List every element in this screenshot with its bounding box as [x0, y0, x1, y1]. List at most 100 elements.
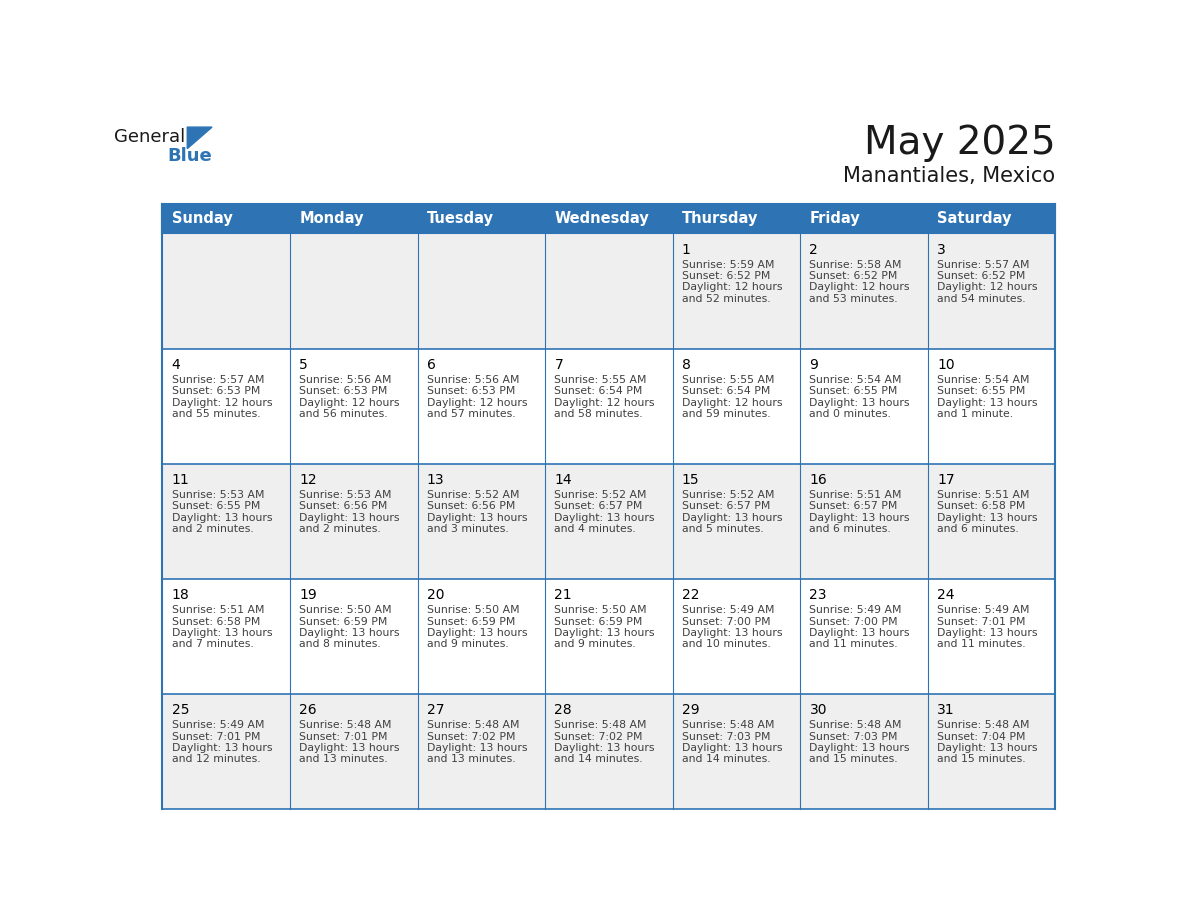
- Text: 10: 10: [937, 358, 955, 372]
- Text: Daylight: 13 hours: Daylight: 13 hours: [937, 397, 1037, 408]
- Text: Sunrise: 5:55 AM: Sunrise: 5:55 AM: [555, 375, 647, 385]
- Text: 14: 14: [555, 473, 571, 487]
- Bar: [163, 204, 1055, 233]
- Text: Sunset: 7:02 PM: Sunset: 7:02 PM: [426, 732, 516, 742]
- Text: Sunrise: 5:56 AM: Sunrise: 5:56 AM: [426, 375, 519, 385]
- Text: Sunset: 6:56 PM: Sunset: 6:56 PM: [299, 501, 387, 511]
- Text: and 14 minutes.: and 14 minutes.: [555, 755, 643, 765]
- Text: Sunrise: 5:51 AM: Sunrise: 5:51 AM: [172, 605, 264, 615]
- Text: Sunset: 7:04 PM: Sunset: 7:04 PM: [937, 732, 1025, 742]
- Text: Sunrise: 5:48 AM: Sunrise: 5:48 AM: [937, 721, 1030, 731]
- Text: 28: 28: [555, 703, 571, 717]
- Text: Monday: Monday: [299, 211, 364, 226]
- Text: Sunset: 6:53 PM: Sunset: 6:53 PM: [172, 386, 260, 397]
- Text: Daylight: 13 hours: Daylight: 13 hours: [937, 513, 1037, 522]
- Text: and 52 minutes.: and 52 minutes.: [682, 294, 771, 304]
- Text: and 53 minutes.: and 53 minutes.: [809, 294, 898, 304]
- Text: Sunset: 7:01 PM: Sunset: 7:01 PM: [299, 732, 387, 742]
- Text: and 11 minutes.: and 11 minutes.: [809, 639, 898, 649]
- Text: 9: 9: [809, 358, 819, 372]
- Text: Sunset: 6:58 PM: Sunset: 6:58 PM: [172, 617, 260, 626]
- Text: Daylight: 12 hours: Daylight: 12 hours: [172, 397, 272, 408]
- Text: and 7 minutes.: and 7 minutes.: [172, 639, 253, 649]
- Bar: [163, 464, 1055, 579]
- Text: and 12 minutes.: and 12 minutes.: [172, 755, 260, 765]
- Text: Daylight: 12 hours: Daylight: 12 hours: [299, 397, 400, 408]
- Text: 12: 12: [299, 473, 317, 487]
- Text: 5: 5: [299, 358, 308, 372]
- Text: Daylight: 13 hours: Daylight: 13 hours: [172, 628, 272, 638]
- Text: and 9 minutes.: and 9 minutes.: [555, 639, 636, 649]
- Text: 31: 31: [937, 703, 955, 717]
- Text: Sunset: 6:55 PM: Sunset: 6:55 PM: [809, 386, 898, 397]
- Text: Daylight: 13 hours: Daylight: 13 hours: [299, 628, 400, 638]
- Text: 22: 22: [682, 588, 700, 602]
- Text: Daylight: 13 hours: Daylight: 13 hours: [426, 513, 527, 522]
- Text: Sunrise: 5:57 AM: Sunrise: 5:57 AM: [937, 260, 1030, 270]
- Text: Daylight: 13 hours: Daylight: 13 hours: [682, 628, 783, 638]
- Text: Daylight: 13 hours: Daylight: 13 hours: [809, 513, 910, 522]
- Text: Tuesday: Tuesday: [426, 211, 494, 226]
- Text: Sunset: 6:55 PM: Sunset: 6:55 PM: [937, 386, 1025, 397]
- Bar: [163, 204, 1055, 233]
- Text: Sunrise: 5:55 AM: Sunrise: 5:55 AM: [682, 375, 775, 385]
- Text: Sunset: 6:59 PM: Sunset: 6:59 PM: [299, 617, 387, 626]
- Text: Sunset: 7:00 PM: Sunset: 7:00 PM: [809, 617, 898, 626]
- Bar: [163, 233, 1055, 349]
- Text: Daylight: 12 hours: Daylight: 12 hours: [426, 397, 527, 408]
- Text: Sunrise: 5:49 AM: Sunrise: 5:49 AM: [809, 605, 902, 615]
- Text: Sunrise: 5:59 AM: Sunrise: 5:59 AM: [682, 260, 775, 270]
- Text: Sunset: 6:57 PM: Sunset: 6:57 PM: [555, 501, 643, 511]
- Text: 11: 11: [172, 473, 190, 487]
- Text: and 55 minutes.: and 55 minutes.: [172, 409, 260, 419]
- Text: and 2 minutes.: and 2 minutes.: [299, 524, 381, 534]
- Text: Sunset: 7:03 PM: Sunset: 7:03 PM: [809, 732, 898, 742]
- Text: and 9 minutes.: and 9 minutes.: [426, 639, 508, 649]
- Text: and 11 minutes.: and 11 minutes.: [937, 639, 1025, 649]
- Text: Sunrise: 5:51 AM: Sunrise: 5:51 AM: [937, 490, 1030, 500]
- Text: Friday: Friday: [809, 211, 860, 226]
- Text: and 15 minutes.: and 15 minutes.: [937, 755, 1025, 765]
- Text: Daylight: 13 hours: Daylight: 13 hours: [172, 743, 272, 753]
- Text: Sunset: 7:02 PM: Sunset: 7:02 PM: [555, 732, 643, 742]
- Text: and 10 minutes.: and 10 minutes.: [682, 639, 771, 649]
- Text: and 0 minutes.: and 0 minutes.: [809, 409, 891, 419]
- Text: Sunset: 6:52 PM: Sunset: 6:52 PM: [682, 271, 770, 281]
- Text: Sunset: 6:59 PM: Sunset: 6:59 PM: [426, 617, 516, 626]
- Text: Sunrise: 5:50 AM: Sunrise: 5:50 AM: [299, 605, 392, 615]
- Text: Sunrise: 5:53 AM: Sunrise: 5:53 AM: [172, 490, 264, 500]
- Text: 18: 18: [172, 588, 190, 602]
- Text: Sunrise: 5:52 AM: Sunrise: 5:52 AM: [682, 490, 775, 500]
- Text: Sunset: 6:56 PM: Sunset: 6:56 PM: [426, 501, 516, 511]
- Text: Sunrise: 5:51 AM: Sunrise: 5:51 AM: [809, 490, 902, 500]
- Text: Sunset: 6:53 PM: Sunset: 6:53 PM: [299, 386, 387, 397]
- Text: Daylight: 12 hours: Daylight: 12 hours: [937, 283, 1037, 292]
- Text: and 5 minutes.: and 5 minutes.: [682, 524, 764, 534]
- Text: 30: 30: [809, 703, 827, 717]
- Text: Sunrise: 5:49 AM: Sunrise: 5:49 AM: [937, 605, 1030, 615]
- Text: Sunrise: 5:48 AM: Sunrise: 5:48 AM: [682, 721, 775, 731]
- Text: Sunrise: 5:49 AM: Sunrise: 5:49 AM: [172, 721, 264, 731]
- Text: Daylight: 13 hours: Daylight: 13 hours: [682, 513, 783, 522]
- Text: 1: 1: [682, 242, 690, 257]
- Text: 20: 20: [426, 588, 444, 602]
- Bar: [163, 579, 1055, 694]
- Text: Daylight: 13 hours: Daylight: 13 hours: [809, 743, 910, 753]
- Text: 19: 19: [299, 588, 317, 602]
- Text: Daylight: 12 hours: Daylight: 12 hours: [682, 283, 783, 292]
- Text: and 56 minutes.: and 56 minutes.: [299, 409, 388, 419]
- Text: Daylight: 13 hours: Daylight: 13 hours: [555, 743, 655, 753]
- Text: and 6 minutes.: and 6 minutes.: [809, 524, 891, 534]
- Text: Sunset: 6:52 PM: Sunset: 6:52 PM: [809, 271, 898, 281]
- Text: 6: 6: [426, 358, 436, 372]
- Text: Manantiales, Mexico: Manantiales, Mexico: [843, 165, 1055, 185]
- Text: 15: 15: [682, 473, 700, 487]
- Text: and 3 minutes.: and 3 minutes.: [426, 524, 508, 534]
- Text: and 1 minute.: and 1 minute.: [937, 409, 1013, 419]
- Text: Sunset: 7:00 PM: Sunset: 7:00 PM: [682, 617, 771, 626]
- Text: Daylight: 13 hours: Daylight: 13 hours: [682, 743, 783, 753]
- Text: 3: 3: [937, 242, 946, 257]
- Text: Sunset: 7:01 PM: Sunset: 7:01 PM: [172, 732, 260, 742]
- Text: Sunset: 6:53 PM: Sunset: 6:53 PM: [426, 386, 516, 397]
- Text: Sunrise: 5:54 AM: Sunrise: 5:54 AM: [937, 375, 1030, 385]
